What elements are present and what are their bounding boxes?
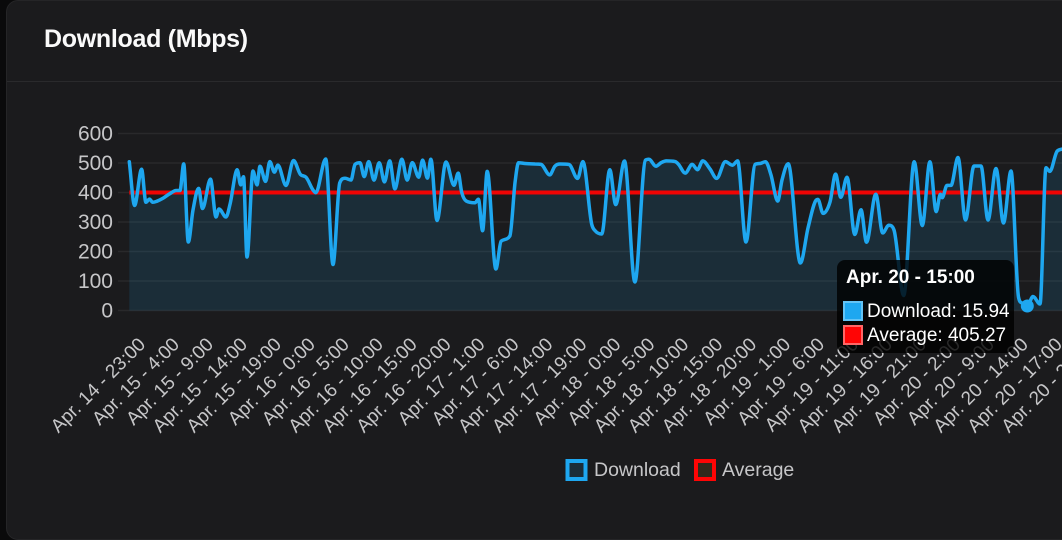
svg-text:300: 300	[78, 211, 113, 234]
svg-text:Average: Average	[722, 459, 794, 481]
svg-text:200: 200	[78, 241, 113, 264]
svg-text:500: 500	[78, 152, 113, 175]
svg-text:100: 100	[78, 270, 113, 293]
svg-text:0: 0	[101, 300, 113, 323]
svg-text:Download: Download	[594, 459, 681, 481]
svg-text:600: 600	[78, 123, 113, 146]
svg-text:400: 400	[78, 182, 113, 205]
